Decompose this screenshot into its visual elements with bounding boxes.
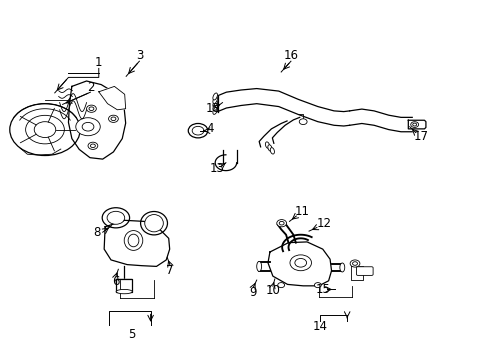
- Circle shape: [108, 115, 118, 122]
- Circle shape: [88, 142, 98, 149]
- Text: 18: 18: [205, 102, 220, 115]
- Circle shape: [412, 123, 416, 126]
- Circle shape: [82, 122, 94, 131]
- Ellipse shape: [124, 230, 142, 251]
- Circle shape: [410, 122, 418, 127]
- Polygon shape: [350, 266, 363, 280]
- Circle shape: [111, 117, 116, 121]
- Ellipse shape: [212, 107, 217, 114]
- Polygon shape: [259, 117, 299, 147]
- Text: 2: 2: [86, 81, 94, 94]
- Circle shape: [349, 260, 359, 267]
- Circle shape: [277, 283, 284, 288]
- Circle shape: [107, 211, 124, 224]
- Circle shape: [10, 104, 80, 156]
- Text: 4: 4: [206, 122, 214, 135]
- Text: 10: 10: [265, 284, 280, 297]
- Ellipse shape: [128, 234, 139, 247]
- Ellipse shape: [339, 263, 344, 272]
- Circle shape: [89, 107, 94, 111]
- Circle shape: [25, 115, 64, 144]
- Circle shape: [86, 105, 96, 112]
- Polygon shape: [267, 242, 331, 286]
- Circle shape: [294, 258, 306, 267]
- Text: 17: 17: [413, 130, 428, 143]
- Circle shape: [352, 262, 357, 265]
- Text: 3: 3: [135, 49, 143, 62]
- Polygon shape: [407, 120, 425, 129]
- Text: 6: 6: [112, 275, 120, 288]
- Text: 5: 5: [128, 328, 136, 341]
- FancyBboxPatch shape: [356, 267, 372, 275]
- Circle shape: [314, 283, 321, 288]
- Circle shape: [289, 255, 311, 271]
- Text: 14: 14: [312, 320, 327, 333]
- Circle shape: [279, 221, 284, 225]
- Circle shape: [192, 126, 203, 135]
- Circle shape: [90, 144, 95, 148]
- Circle shape: [76, 118, 100, 136]
- Text: 9: 9: [249, 286, 257, 299]
- Ellipse shape: [144, 215, 163, 232]
- Polygon shape: [68, 81, 125, 159]
- Polygon shape: [99, 86, 125, 110]
- Text: 15: 15: [315, 283, 329, 296]
- Ellipse shape: [116, 289, 132, 294]
- Circle shape: [188, 123, 207, 138]
- Text: 12: 12: [316, 217, 330, 230]
- Ellipse shape: [141, 211, 167, 235]
- Circle shape: [276, 220, 286, 227]
- Ellipse shape: [270, 148, 274, 154]
- Text: 1: 1: [95, 57, 102, 69]
- Ellipse shape: [265, 142, 269, 148]
- Polygon shape: [217, 89, 349, 126]
- Ellipse shape: [267, 145, 271, 151]
- Text: 8: 8: [93, 226, 101, 239]
- Text: 16: 16: [283, 49, 298, 62]
- Text: 11: 11: [294, 205, 309, 218]
- Text: 13: 13: [210, 162, 224, 175]
- Circle shape: [102, 208, 129, 228]
- Ellipse shape: [212, 93, 217, 100]
- Ellipse shape: [212, 104, 217, 111]
- Ellipse shape: [212, 100, 217, 107]
- Polygon shape: [116, 279, 132, 292]
- Ellipse shape: [256, 261, 261, 271]
- Ellipse shape: [212, 96, 217, 104]
- Circle shape: [34, 122, 56, 138]
- Circle shape: [299, 119, 306, 125]
- Text: 7: 7: [166, 264, 174, 277]
- Polygon shape: [104, 220, 169, 266]
- Polygon shape: [349, 109, 411, 132]
